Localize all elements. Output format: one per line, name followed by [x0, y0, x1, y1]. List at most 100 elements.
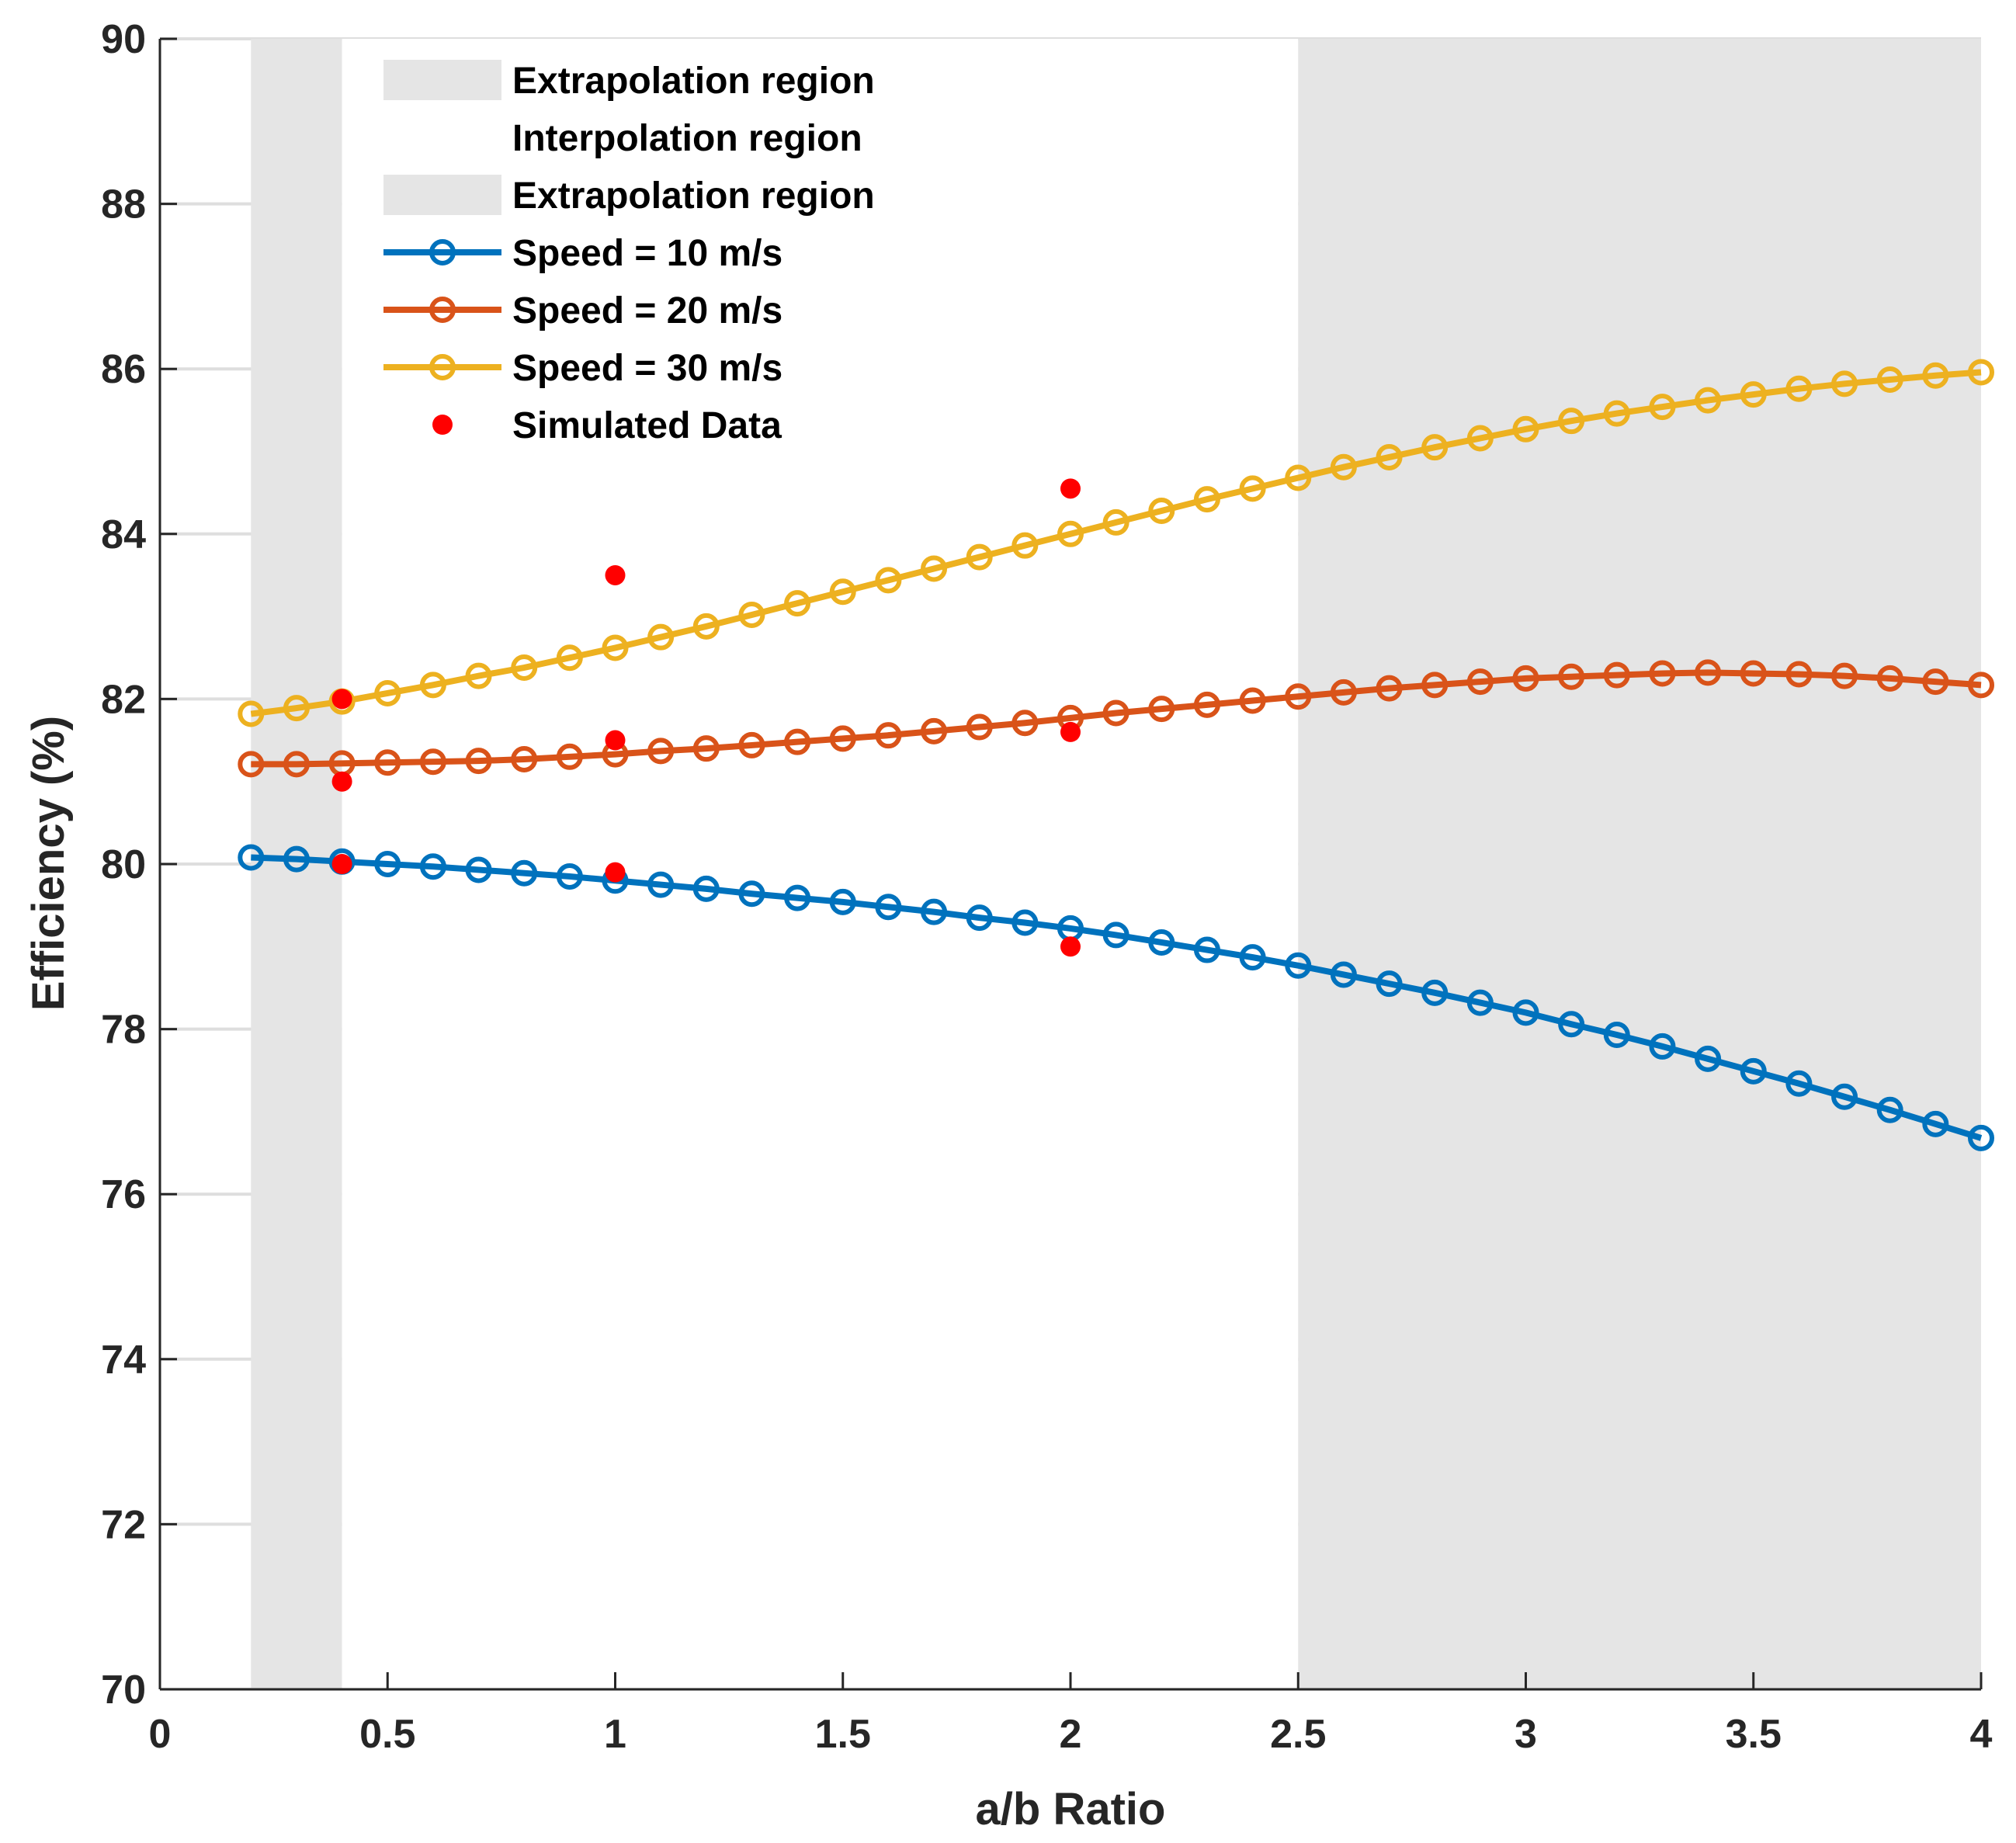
- series-marker: [1512, 415, 1539, 443]
- series: [238, 359, 1994, 1151]
- series-3: [238, 359, 1994, 727]
- series-marker: [1695, 1045, 1722, 1072]
- series-line: [251, 669, 1982, 768]
- series-marker: [647, 738, 675, 765]
- series-marker: [1376, 675, 1403, 702]
- series-marker: [465, 856, 492, 883]
- series-marker: [1649, 660, 1676, 687]
- series-marker: [1740, 381, 1767, 408]
- series-marker: [1740, 660, 1767, 687]
- series-marker: [692, 735, 720, 762]
- series-marker: [738, 880, 765, 908]
- x-axis-label: a/b Ratio: [976, 1784, 1166, 1834]
- series-marker: [966, 904, 993, 932]
- series-marker: [1285, 464, 1312, 491]
- y-tick-label: 90: [101, 17, 146, 62]
- legend-patch: [383, 175, 501, 215]
- series-marker: [374, 749, 401, 776]
- series-marker: [1876, 1096, 1903, 1123]
- y-tick-label: 76: [101, 1172, 146, 1217]
- legend-label: Speed = 30 m/s: [512, 348, 782, 389]
- x-tick-label: 4: [1970, 1712, 1993, 1757]
- y-tick-label: 82: [101, 677, 146, 722]
- series-marker: [1193, 486, 1220, 513]
- series-marker: [1376, 970, 1403, 998]
- series-marker: [556, 644, 583, 672]
- y-tick-label: 86: [101, 347, 146, 392]
- series-marker: [1376, 443, 1403, 470]
- series-marker: [1239, 687, 1266, 714]
- series-marker: [465, 748, 492, 775]
- series-marker: [1831, 370, 1858, 397]
- simulated-point: [605, 730, 626, 751]
- series-marker: [283, 845, 310, 873]
- legend-label: Extrapolation region: [512, 61, 875, 102]
- series-marker: [556, 743, 583, 770]
- y-tick-label: 72: [101, 1502, 146, 1547]
- simulated-point: [1060, 478, 1081, 499]
- series-marker: [511, 859, 538, 887]
- series-marker: [1285, 952, 1312, 979]
- series-marker: [1785, 661, 1813, 688]
- y-tick-label: 88: [101, 182, 146, 227]
- region-patch: [342, 39, 1299, 1689]
- series-marker: [692, 613, 720, 640]
- series-marker: [1421, 672, 1449, 699]
- series-marker: [966, 543, 993, 571]
- series-marker: [1876, 366, 1903, 394]
- series-marker: [1102, 922, 1129, 949]
- x-tick-label: 2: [1060, 1712, 1082, 1757]
- series-marker: [602, 634, 629, 661]
- legend-marker: [429, 354, 456, 380]
- series-marker: [1831, 662, 1858, 689]
- y-tick-label: 78: [101, 1008, 146, 1053]
- series-marker: [966, 713, 993, 741]
- x-tick-label: 0.5: [359, 1712, 415, 1757]
- series-marker: [419, 748, 446, 776]
- simulated-point: [331, 854, 352, 874]
- series-marker: [1466, 668, 1494, 696]
- series-marker: [1148, 928, 1175, 956]
- series-marker: [465, 662, 492, 689]
- series-marker: [1466, 425, 1494, 452]
- simulated-point: [605, 564, 626, 585]
- legend-label: Extrapolation region: [512, 175, 875, 217]
- series-marker: [921, 555, 948, 582]
- series-marker: [1558, 408, 1585, 435]
- series-marker: [1148, 696, 1175, 723]
- series-marker: [1421, 434, 1449, 461]
- simulated-point: [1060, 721, 1081, 742]
- series-marker: [1968, 672, 1994, 699]
- series-marker: [283, 751, 310, 778]
- simulated-point: [331, 771, 352, 792]
- series-marker: [738, 731, 765, 758]
- series-marker: [1968, 1124, 1994, 1151]
- series-marker: [1558, 1011, 1585, 1038]
- legend-label: Simulated Data: [512, 405, 782, 446]
- series-marker: [1922, 668, 1949, 696]
- series-marker: [1330, 679, 1357, 706]
- y-tick-label: 70: [101, 1668, 146, 1713]
- series-marker: [1695, 659, 1722, 686]
- series-marker: [1785, 1070, 1813, 1097]
- y-tick-label: 74: [101, 1338, 146, 1383]
- y-tick-label: 84: [101, 512, 146, 557]
- series-marker: [1603, 400, 1630, 427]
- series-line: [251, 854, 1983, 1141]
- series-marker: [1239, 944, 1266, 971]
- y-axis-label: Efficiency (%): [23, 716, 74, 1011]
- series-marker: [419, 672, 446, 699]
- series-marker: [1011, 909, 1039, 936]
- series-marker: [1421, 979, 1449, 1006]
- series-marker: [1785, 375, 1813, 402]
- series-marker: [875, 894, 902, 921]
- x-tick-label: 2.5: [1270, 1712, 1326, 1757]
- series-marker: [784, 590, 811, 617]
- series-marker: [1148, 498, 1175, 525]
- series-marker: [647, 623, 675, 651]
- regions: [251, 39, 1981, 1689]
- legend-marker: [429, 239, 456, 266]
- series-marker: [875, 567, 902, 594]
- series-marker: [556, 862, 583, 890]
